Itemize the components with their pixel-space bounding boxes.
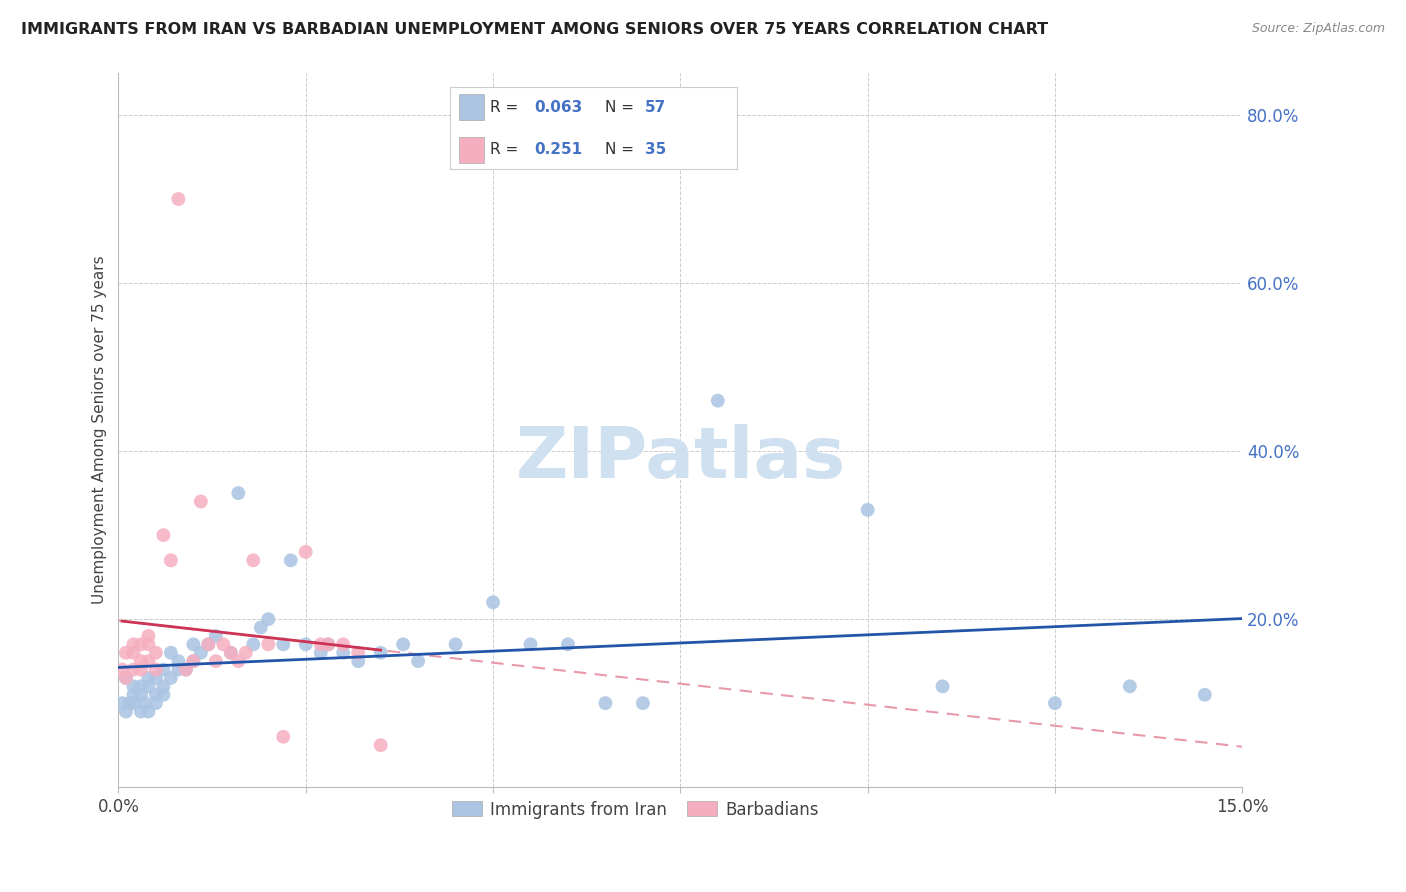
Point <box>129 705 152 719</box>
Point <box>138 679 160 693</box>
Point <box>226 654 249 668</box>
Point <box>392 637 415 651</box>
Point <box>1194 688 1216 702</box>
Point <box>129 654 152 668</box>
Point <box>1119 679 1142 693</box>
Point <box>931 679 953 693</box>
Point <box>242 553 264 567</box>
Point <box>190 646 212 660</box>
Point <box>118 696 141 710</box>
Point <box>134 696 156 710</box>
Point <box>294 545 316 559</box>
Point <box>152 679 174 693</box>
Point <box>167 192 190 206</box>
Point <box>257 612 280 626</box>
Point <box>519 637 541 651</box>
Point <box>205 654 228 668</box>
Point <box>226 486 249 500</box>
Point <box>856 503 879 517</box>
Point <box>152 688 174 702</box>
Point <box>294 637 316 651</box>
Point <box>122 696 145 710</box>
Point <box>219 646 242 660</box>
Point <box>271 730 294 744</box>
Point <box>316 637 339 651</box>
Text: ZIPatlas: ZIPatlas <box>515 424 845 493</box>
Point <box>122 637 145 651</box>
Point <box>370 738 392 752</box>
Point <box>197 637 219 651</box>
Point <box>160 671 183 685</box>
Point <box>212 637 235 651</box>
Point <box>316 637 339 651</box>
Point <box>242 637 264 651</box>
Point <box>406 654 429 668</box>
Point <box>152 663 174 677</box>
Point <box>707 393 730 408</box>
Point <box>138 637 160 651</box>
Point <box>129 679 152 693</box>
Point <box>557 637 579 651</box>
Point <box>174 663 197 677</box>
Point <box>219 646 242 660</box>
Y-axis label: Unemployment Among Seniors over 75 years: Unemployment Among Seniors over 75 years <box>93 256 107 605</box>
Point <box>122 688 145 702</box>
Point <box>347 654 370 668</box>
Point <box>280 553 302 567</box>
Point <box>111 696 134 710</box>
Point <box>183 654 205 668</box>
Point <box>111 663 134 677</box>
Point <box>122 646 145 660</box>
Point <box>631 696 654 710</box>
Point <box>482 595 505 609</box>
Point <box>257 637 280 651</box>
Point <box>152 528 174 542</box>
Point <box>183 637 205 651</box>
Point <box>145 671 167 685</box>
Point <box>332 637 354 651</box>
Point <box>145 663 167 677</box>
Point <box>235 646 257 660</box>
Point <box>145 688 167 702</box>
Text: Source: ZipAtlas.com: Source: ZipAtlas.com <box>1251 22 1385 36</box>
Point <box>595 696 617 710</box>
Point <box>115 646 138 660</box>
Point <box>309 646 332 660</box>
Point <box>160 553 183 567</box>
Point <box>115 705 138 719</box>
Point <box>271 637 294 651</box>
Point <box>122 663 145 677</box>
Point <box>138 705 160 719</box>
Point <box>138 629 160 643</box>
Point <box>332 646 354 660</box>
Point <box>1043 696 1066 710</box>
Point <box>138 654 160 668</box>
Point <box>115 671 138 685</box>
Point <box>129 663 152 677</box>
Point <box>129 637 152 651</box>
Point <box>160 646 183 660</box>
Text: IMMIGRANTS FROM IRAN VS BARBADIAN UNEMPLOYMENT AMONG SENIORS OVER 75 YEARS CORRE: IMMIGRANTS FROM IRAN VS BARBADIAN UNEMPL… <box>21 22 1049 37</box>
Point <box>122 679 145 693</box>
Point <box>145 696 167 710</box>
Point <box>197 637 219 651</box>
Point <box>174 663 197 677</box>
Point <box>347 646 370 660</box>
Point <box>370 646 392 660</box>
Point <box>444 637 467 651</box>
Point <box>167 663 190 677</box>
Point <box>205 629 228 643</box>
Point <box>129 688 152 702</box>
Point <box>183 654 205 668</box>
Point <box>138 671 160 685</box>
Point <box>190 494 212 508</box>
Point <box>115 671 138 685</box>
Point <box>249 621 271 635</box>
Point <box>167 654 190 668</box>
Point <box>145 646 167 660</box>
Point <box>309 637 332 651</box>
Legend: Immigrants from Iran, Barbadians: Immigrants from Iran, Barbadians <box>446 794 825 825</box>
